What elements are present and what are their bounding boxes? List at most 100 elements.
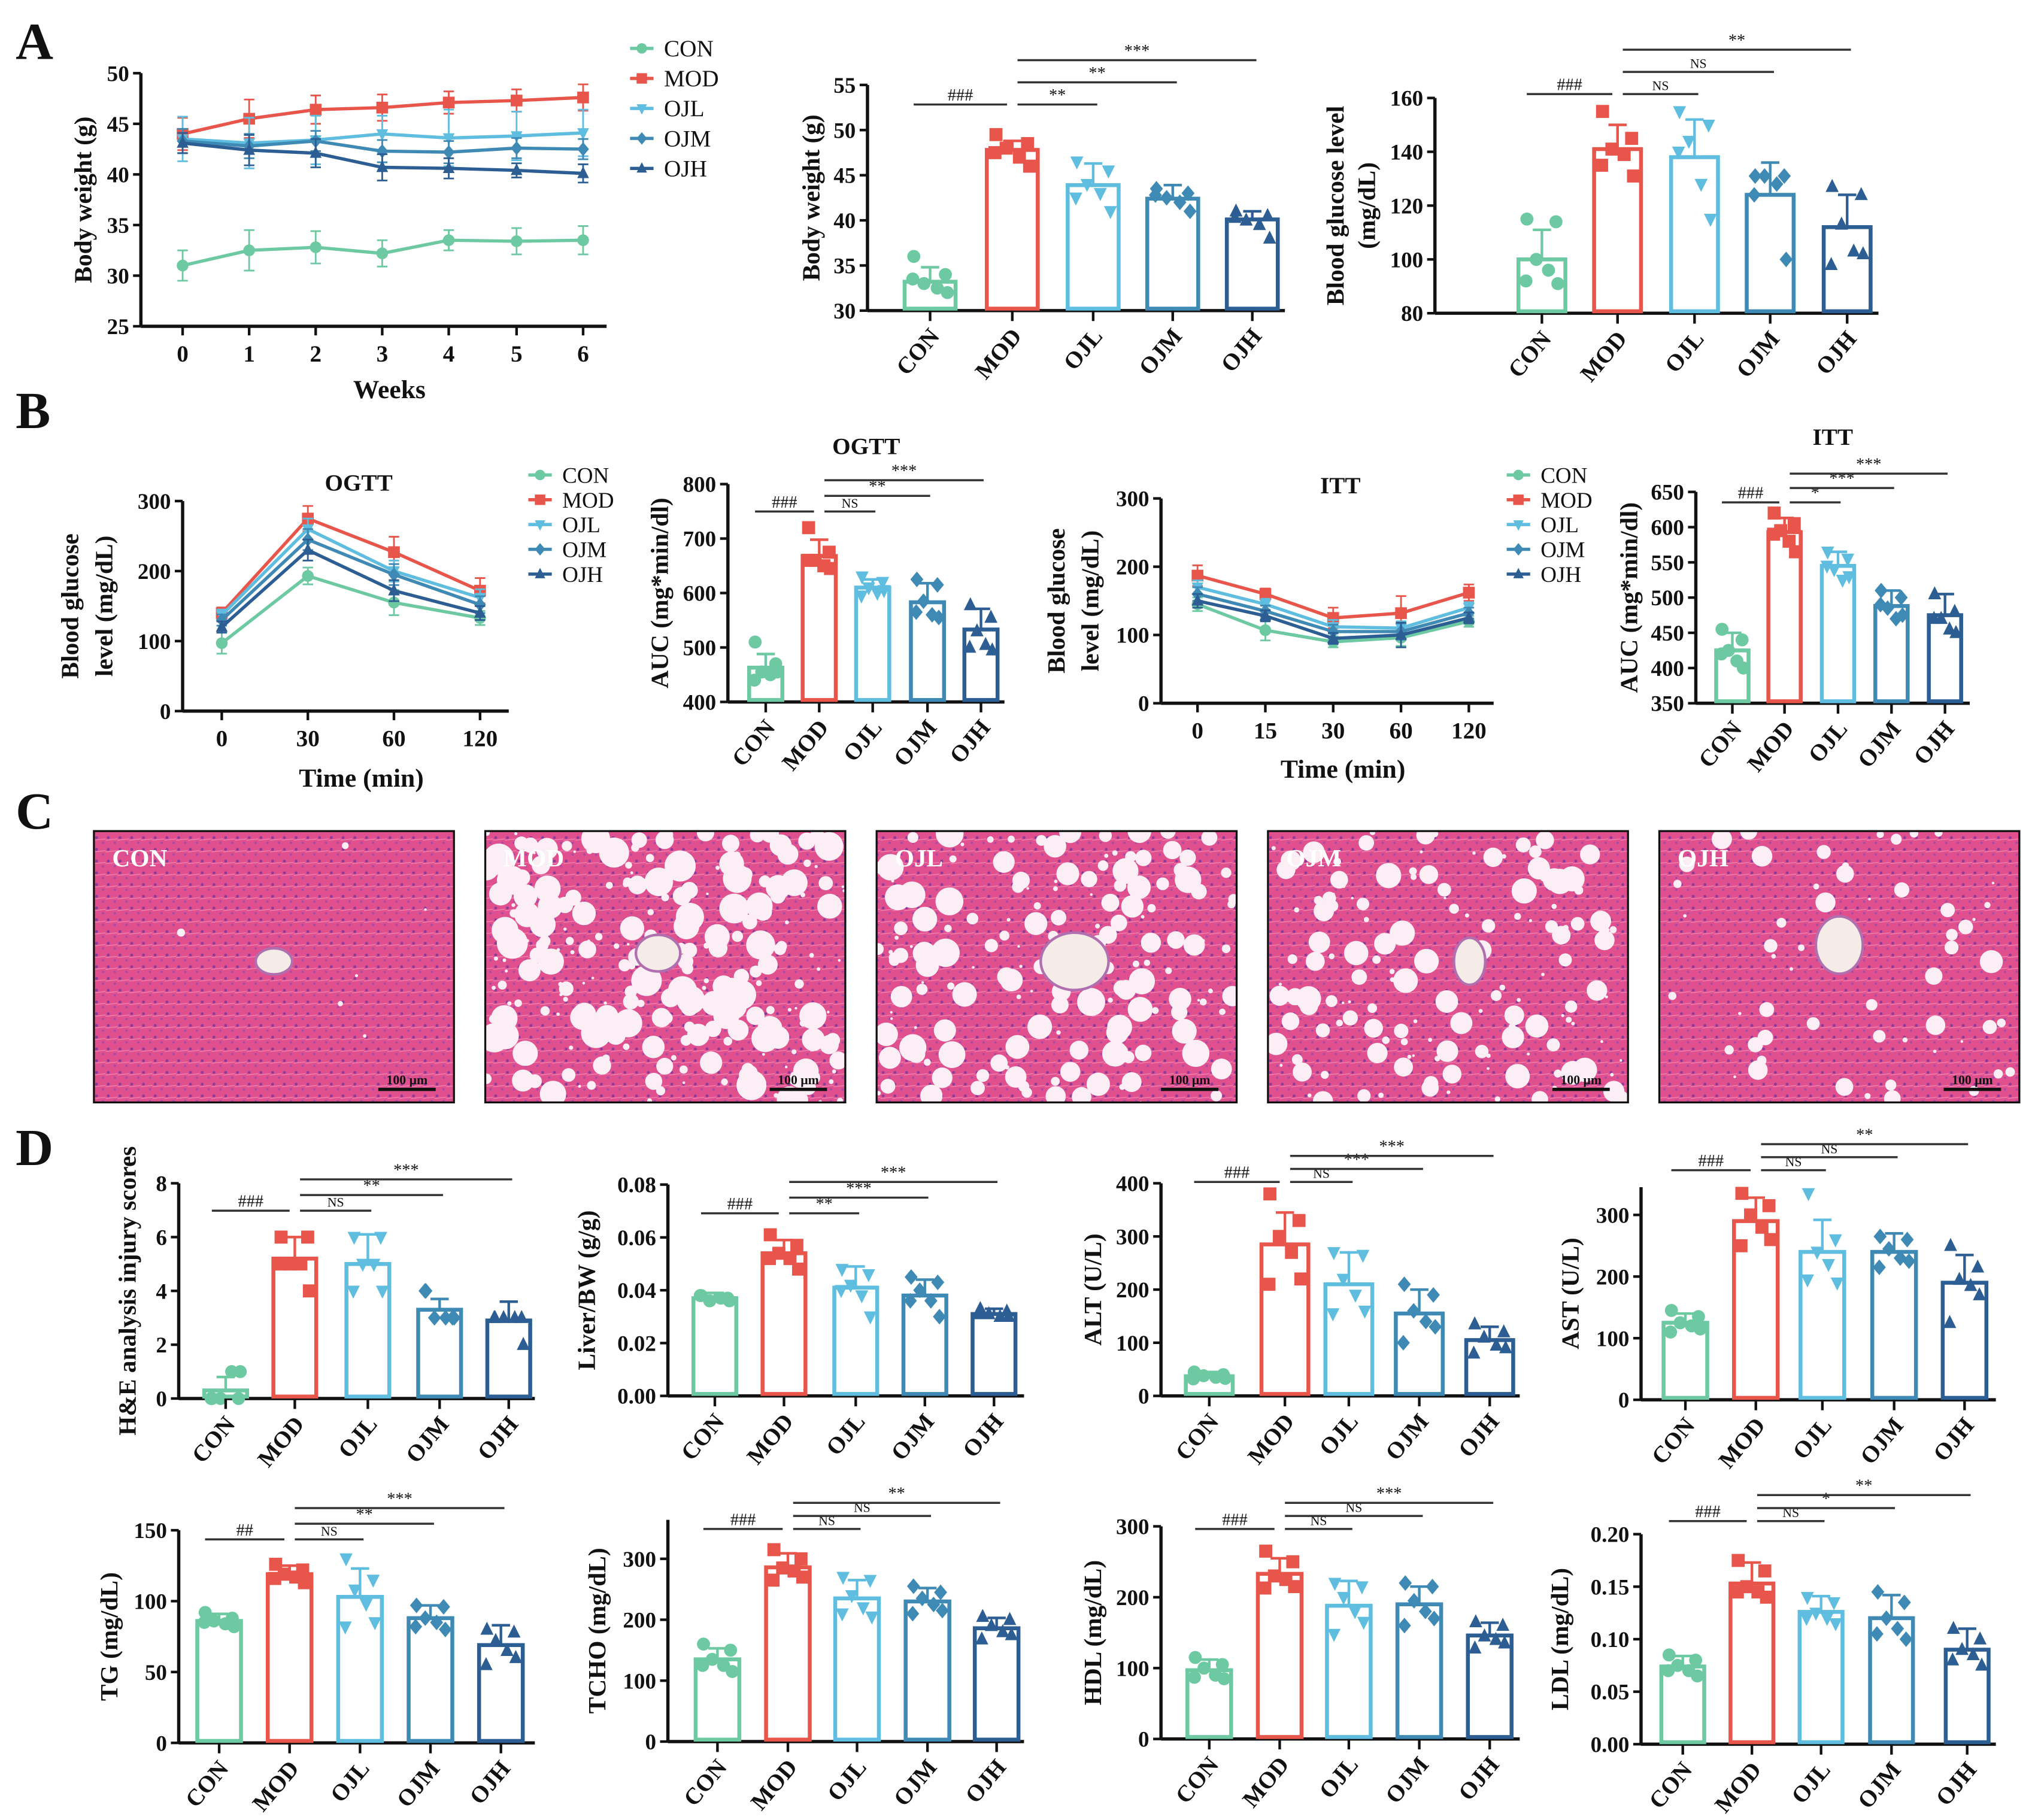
y-tick-label: 0 [1138,692,1150,717]
bar [1870,1249,1918,1400]
lipid-vacuole [341,842,349,850]
panel-label-a: A [16,12,53,70]
data-point [1327,612,1339,624]
bar [903,1599,951,1742]
data-point [1463,611,1475,623]
data-point [274,1230,288,1244]
lipid-vacuole [788,1073,802,1086]
lipid-vacuole [1269,985,1290,1006]
chart-ogtt_auc: 400 500 600 700 800 AUC (mg*min/dl) OGTT CONMOD… [646,433,1005,775]
category-label: OJM [1381,1752,1434,1808]
bar-group-ojh [485,1300,532,1399]
lipid-vacuole [1979,950,2003,973]
histology-image-ojl: OJL 100 μm [875,830,1238,1104]
category-label: MOD [1576,326,1633,387]
data-point [979,636,993,650]
lipid-vacuole [700,1051,723,1074]
legend-marker [636,43,647,54]
category-label: OJH [945,715,996,768]
lipid-vacuole [614,943,620,949]
lipid-vacuole [1024,912,1048,935]
category-label: CON [1646,1413,1700,1469]
bar-group-ojh [1940,1237,1989,1400]
lipid-vacuole [675,902,704,932]
data-point [430,1614,444,1631]
legend-label: MOD [664,66,718,92]
y-axis-label: Blood glucose level [1321,106,1349,305]
lipid-vacuole [1072,1087,1091,1103]
significance-label: *** [393,1161,418,1179]
data-point [844,1279,857,1293]
significance-bracket: ## [205,1521,284,1541]
y-tick-label: 100 [138,630,171,654]
data-point [376,160,389,172]
lipid-vacuole [514,999,522,1007]
lipid-vacuole [1012,880,1024,893]
data-point [1327,631,1339,644]
lipid-vacuole [837,1097,844,1103]
lipid-vacuole [1945,941,1959,955]
x-axis-label: Time (min) [1281,755,1406,784]
lipid-vacuole [363,1034,367,1038]
bar [1259,1242,1311,1396]
data-point [1854,187,1868,201]
significance-bracket: ### [1527,76,1613,95]
significance-bracket: ** [1017,64,1177,84]
lipid-vacuole [1873,1030,1886,1043]
lipid-vacuole [803,859,811,867]
y-tick-label: 50 [107,62,129,86]
lipid-vacuole [485,1073,492,1084]
lipid-vacuole [1170,944,1173,947]
lipid-vacuole [631,965,662,996]
data-point [1349,1290,1362,1303]
data-point [1102,165,1115,179]
y-tick-label: 0.02 [617,1331,656,1356]
data-point [917,277,931,290]
lipid-vacuole [1351,896,1354,900]
data-point [511,131,523,143]
bar [271,1257,319,1399]
legend-item-con: CON [630,36,714,62]
lipid-vacuole [800,1064,805,1070]
significance-label: ** [1088,64,1105,83]
data-point [1758,1564,1772,1578]
data-point [1820,560,1834,574]
lipid-vacuole [825,1033,841,1048]
lipid-vacuole [1135,1044,1152,1061]
chart-title: OGTT [832,433,900,459]
data-point [1530,253,1543,266]
lipid-vacuole [785,920,789,924]
lipid-vacuole [637,999,645,1008]
bar-group-mod [800,521,838,702]
lipid-vacuole [879,1046,901,1069]
data-point [1551,277,1564,290]
lipid-vacuole [1960,1040,1964,1043]
significance-label: NS [327,1196,344,1210]
data-point [1357,1616,1370,1630]
lipid-vacuole [1816,845,1831,859]
data-point [783,1252,797,1266]
lipid-vacuole [912,906,938,932]
y-tick-label: 300 [1116,1225,1150,1249]
data-point [388,596,400,609]
data-point [1002,1309,1015,1322]
data-point [975,1631,988,1645]
data-point [374,1231,387,1245]
lipid-vacuole [581,831,611,854]
data-point [577,234,589,247]
lipid-vacuole [1958,920,1973,935]
data-point [1810,1246,1824,1260]
category-label: CON [1170,1409,1224,1465]
data-point [447,1310,461,1326]
data-point [988,146,1002,159]
data-point [198,1606,212,1619]
x-tick-label: 60 [1389,718,1412,744]
image-border [484,830,847,1104]
central-vein [254,947,294,976]
bar-group-ojh [1927,586,1963,703]
y-tick-label: 600 [683,582,717,606]
data-point [1286,1555,1300,1569]
lipid-vacuole [758,1029,768,1039]
data-point [1258,1581,1272,1595]
lipid-vacuole [993,851,1015,873]
